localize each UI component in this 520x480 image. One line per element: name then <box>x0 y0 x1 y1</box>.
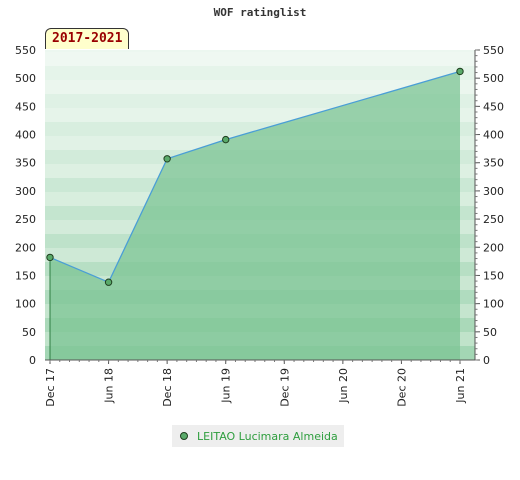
plot-band <box>45 66 475 80</box>
data-point <box>222 135 230 144</box>
y-tick-label-right: 200 <box>483 241 504 254</box>
legend: LEITAO Lucimara Almeida <box>172 425 344 447</box>
y-tick-label-left: 450 <box>15 100 36 113</box>
legend-marker-icon <box>180 432 188 440</box>
y-tick-label-right: 400 <box>483 129 504 142</box>
y-tick-label-right: 350 <box>483 157 504 170</box>
y-tick-label-right: 550 <box>483 44 504 57</box>
y-tick-label-left: 300 <box>15 185 36 198</box>
y-tick-label-left: 100 <box>15 298 36 311</box>
y-tick-label-right: 150 <box>483 269 504 282</box>
y-tick-label-right: 50 <box>483 326 497 339</box>
x-tick-label: Jun 21 <box>454 368 467 404</box>
y-tick-label-left: 500 <box>15 72 36 85</box>
y-tick-label-right: 250 <box>483 213 504 226</box>
y-tick-label-left: 50 <box>22 326 36 339</box>
x-tick-label: Dec 18 <box>161 368 174 407</box>
data-point <box>46 253 54 262</box>
chart-title: WOF ratinglist <box>213 6 307 19</box>
plot-band <box>45 80 475 94</box>
y-tick-label-left: 200 <box>15 241 36 254</box>
legend-label: LEITAO Lucimara Almeida <box>197 429 338 443</box>
plot-band <box>45 50 475 52</box>
y-tick-label-left: 400 <box>15 129 36 142</box>
y-tick-label-left: 150 <box>15 269 36 282</box>
x-tick-label: Jun 18 <box>103 368 116 404</box>
x-tick-label: Dec 17 <box>44 368 57 407</box>
y-tick-label-left: 0 <box>29 354 36 367</box>
data-point <box>104 278 113 286</box>
y-tick-label-right: 0 <box>483 354 490 367</box>
series-area <box>50 71 460 360</box>
x-tick-label: Jun 19 <box>220 368 233 404</box>
x-tick-label: Dec 19 <box>278 368 291 407</box>
y-tick-label-left: 250 <box>15 213 36 226</box>
y-tick-label-right: 100 <box>483 298 504 311</box>
y-tick-label-left: 550 <box>15 44 36 57</box>
x-tick-label: Dec 20 <box>395 368 408 407</box>
y-tick-label-left: 350 <box>15 157 36 170</box>
data-point <box>163 155 171 163</box>
y-tick-label-right: 450 <box>483 100 504 113</box>
y-tick-label-right: 300 <box>483 185 504 198</box>
data-point <box>456 67 464 76</box>
period-badge: 2017-2021 <box>45 28 130 49</box>
x-tick-label: Jun 20 <box>337 368 350 404</box>
y-tick-label-right: 500 <box>483 72 504 85</box>
plot-band <box>45 52 475 66</box>
